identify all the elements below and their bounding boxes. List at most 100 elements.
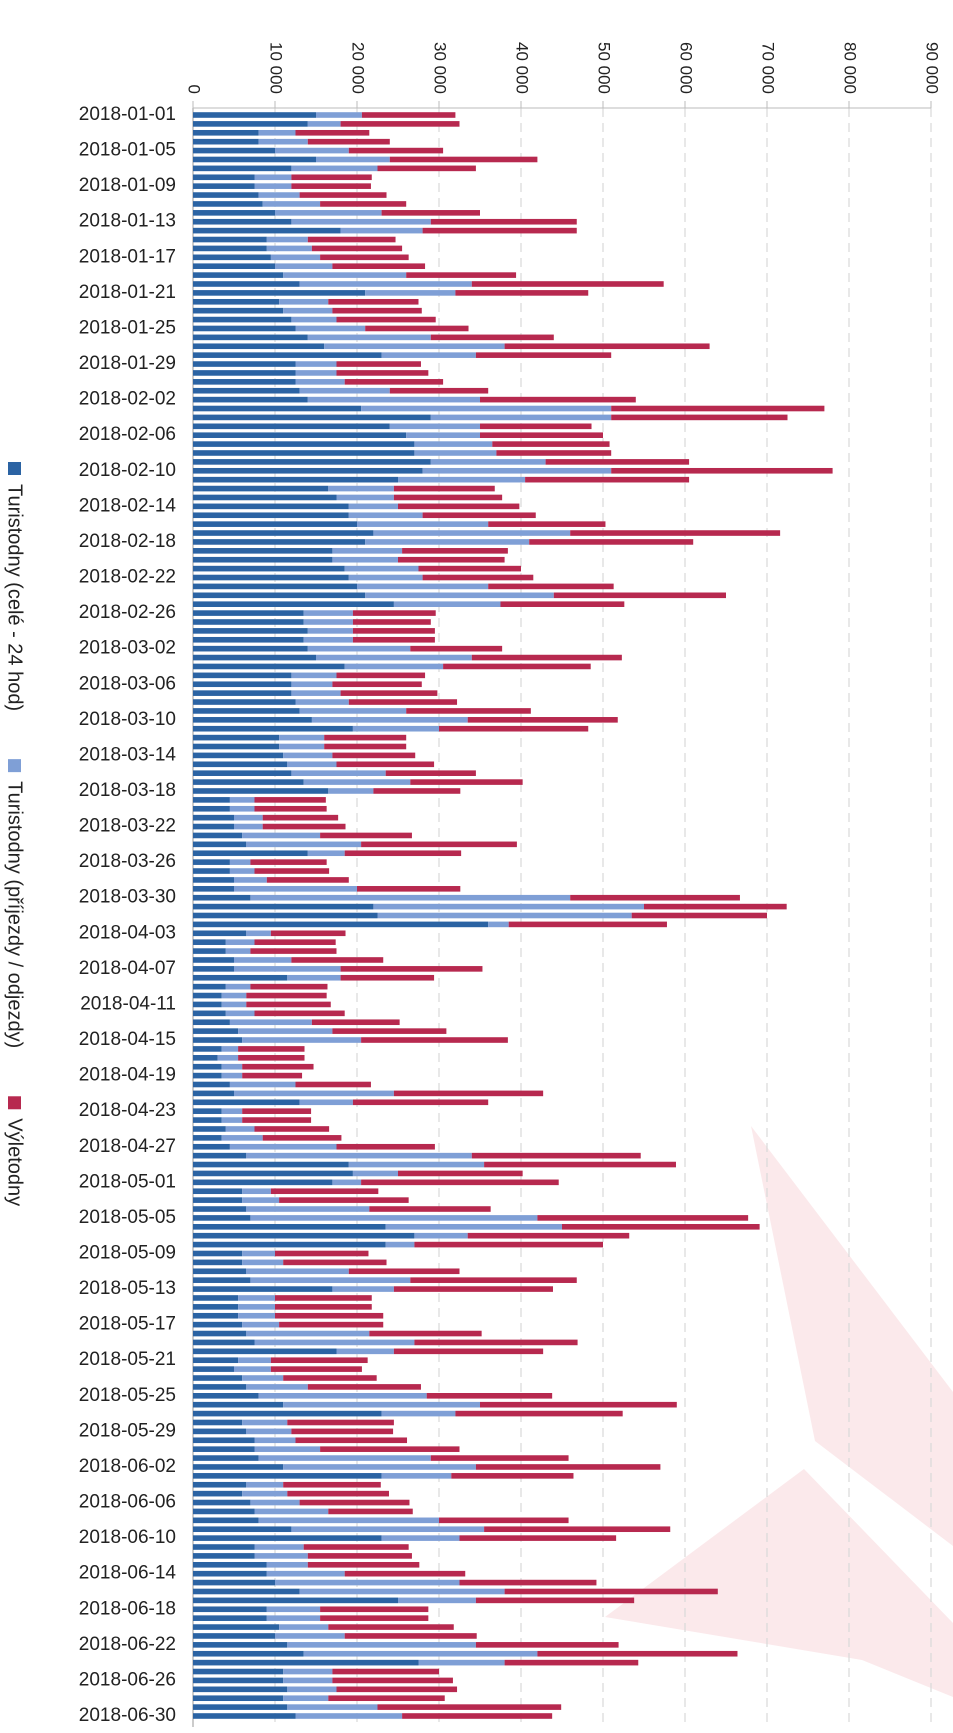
bar-segment [193, 1650, 304, 1657]
bar-segment [320, 201, 407, 207]
bar-segment [275, 1295, 372, 1301]
bar-segment [193, 236, 267, 243]
bar-segment [402, 548, 508, 554]
bar-segment [254, 1339, 415, 1346]
watermark-shape [605, 1469, 953, 1697]
y-tick-label: 2018-06-02 [79, 1456, 176, 1477]
bar-segment [193, 1508, 255, 1515]
bar-segment [328, 1624, 454, 1630]
bar-segment [377, 165, 476, 172]
bar-segment [193, 1615, 267, 1621]
bar-segment [287, 1686, 337, 1693]
bar-segment [258, 192, 300, 198]
bar-segment [377, 912, 632, 919]
bar-segment [361, 841, 517, 848]
bar-segment [225, 1126, 255, 1132]
bar-segment [221, 1135, 263, 1141]
bar-segment [193, 1481, 247, 1488]
bar-segment [352, 725, 439, 732]
y-tick-label: 2018-02-02 [79, 389, 176, 410]
bar-segment [193, 1135, 222, 1141]
bar-segment [340, 121, 460, 127]
bar-segment [246, 1268, 349, 1275]
bar-segment [344, 379, 444, 385]
bar-segment [193, 1348, 337, 1355]
y-tick-label: 2018-05-25 [79, 1385, 176, 1406]
bar-segment [336, 370, 429, 376]
bar-segment [291, 165, 378, 172]
bar-segment [344, 1570, 466, 1577]
bar-segment [352, 636, 435, 643]
bar-segment [193, 681, 292, 688]
bar-segment [193, 628, 308, 634]
bar-segment [193, 1117, 222, 1123]
bar-segment [193, 1063, 222, 1070]
bar-segment [291, 681, 333, 688]
bar-segment [332, 681, 422, 688]
bar-segment [193, 1597, 398, 1604]
bar-segment [307, 628, 353, 634]
bar-segment [193, 1419, 243, 1426]
bar-segment [193, 583, 357, 590]
bar-segment [291, 770, 386, 776]
bar-segment [311, 245, 403, 252]
bar-segment [480, 1401, 677, 1408]
bar-segment [287, 1642, 476, 1648]
bar-segment [467, 1232, 630, 1239]
bar-segment [348, 147, 444, 154]
bar-segment [270, 1366, 362, 1372]
bar-segment [311, 1019, 400, 1026]
y-tick-label: 2018-06-14 [79, 1563, 177, 1584]
bar-segment [229, 1019, 312, 1026]
bar-segment [193, 379, 296, 385]
bar-segment [307, 236, 396, 243]
bar-segment [234, 957, 292, 963]
bar-segment [377, 1704, 562, 1710]
bar-segment [193, 1490, 243, 1497]
bar-segment [287, 1704, 378, 1710]
y-tick-label: 2018-06-06 [79, 1492, 176, 1513]
bar-segment [570, 894, 740, 901]
bar-segment [283, 1259, 387, 1266]
bar-segment [193, 201, 263, 207]
bar-segment [328, 788, 374, 794]
bar-segment [193, 512, 349, 519]
bar-segment [324, 343, 505, 350]
bar-segment [193, 343, 325, 350]
bar-segment [283, 1401, 480, 1408]
bar-segment [242, 1063, 314, 1070]
y-tick-label: 2018-05-21 [79, 1349, 176, 1370]
legend-swatch [8, 1096, 21, 1110]
bar-segment [381, 1473, 452, 1479]
bar-segment [193, 610, 304, 616]
bar-segment [193, 423, 390, 430]
bar-segment [193, 370, 296, 376]
bar-segment [398, 476, 526, 483]
bar-segment [332, 1668, 439, 1675]
bar-segment [631, 912, 767, 919]
bar-segment [332, 556, 398, 563]
bar-segment [193, 316, 292, 323]
bar-segment [275, 147, 349, 154]
bar-segment [225, 1010, 255, 1017]
bar-segment [193, 459, 431, 465]
bar-segment [348, 512, 423, 519]
y-tick-label: 2018-04-11 [80, 993, 176, 1014]
bar-segment [393, 485, 495, 492]
bar-segment [193, 743, 280, 750]
bar-segment [229, 859, 251, 865]
bar-segment [193, 948, 226, 954]
bar-segment [193, 1055, 218, 1061]
bar-segment [455, 290, 589, 296]
bar-segment [504, 1659, 639, 1666]
bar-segment [336, 494, 394, 501]
bar-segment [287, 761, 337, 768]
bar-segment [193, 1286, 333, 1292]
bar-segment [307, 645, 411, 652]
bar-segment [324, 743, 407, 750]
bar-segment [193, 432, 407, 438]
bar-segment [311, 717, 468, 723]
bar-segment [295, 1437, 408, 1444]
bar-segment [275, 1304, 372, 1310]
bar-segment [484, 1526, 671, 1533]
